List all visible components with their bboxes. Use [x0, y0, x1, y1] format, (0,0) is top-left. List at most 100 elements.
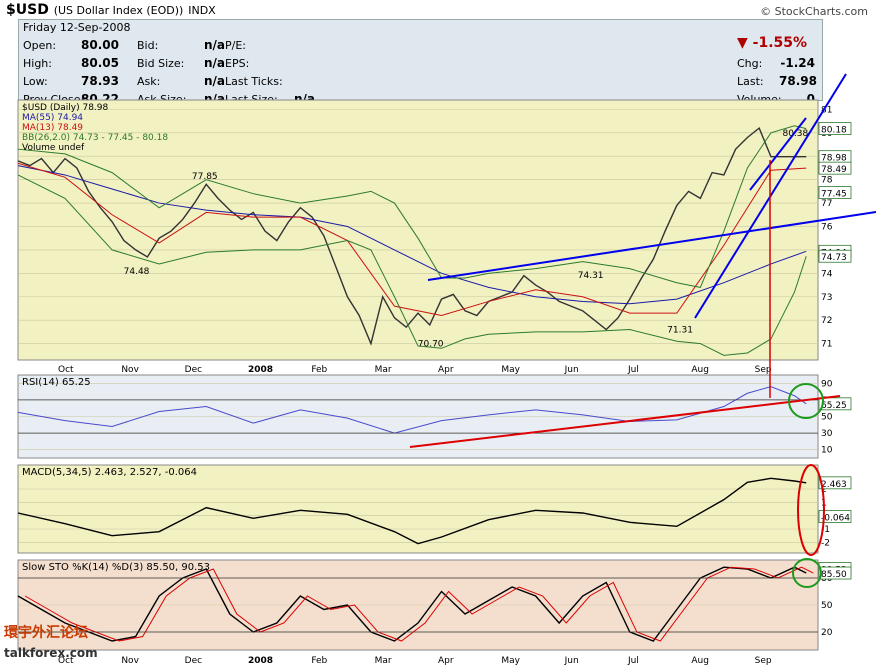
series-line-usd [17, 126, 807, 346]
price-annotation: 77.85 [192, 172, 218, 182]
x-tick-label-bottom: Sep [755, 656, 772, 666]
series-line-rsi [17, 386, 807, 434]
x-tick-label: May [501, 365, 520, 375]
value-tag-label: 2.463 [821, 480, 847, 490]
panel-macd [17, 464, 819, 554]
quote-value: 80.00 [81, 38, 119, 52]
legend-entry: $USD (Daily) 78.98 [22, 103, 109, 113]
quote-label: P/E: [225, 39, 246, 52]
y-tick-label: 50 [821, 601, 833, 611]
y-tick-label: 78 [821, 176, 833, 186]
value-tag-label: -0.064 [821, 514, 850, 524]
quote-label: Bid Size: [137, 57, 185, 70]
x-tick-label-bottom: Nov [121, 656, 139, 666]
value-tag [818, 566, 852, 580]
price-annotation: 70.70 [418, 340, 444, 350]
pct-change: ▼ -1.55% [737, 35, 808, 51]
y-tick-label: 71 [821, 340, 832, 350]
highlight-circle-sto [792, 558, 822, 588]
highlight-ellipse-macd [797, 464, 825, 556]
trendline-rsi [409, 395, 841, 448]
quote-label: Last: [737, 75, 764, 88]
symbol: $USD [6, 2, 49, 18]
x-tick-label: Apr [438, 365, 454, 375]
x-tick-label-bottom: Aug [691, 656, 709, 666]
quote-value: n/a [203, 56, 225, 70]
x-tick-label: Dec [185, 365, 202, 375]
price-annotation: 80.38 [782, 129, 808, 139]
quote-label: EPS: [225, 57, 250, 70]
value-tag [818, 186, 852, 199]
value-tag-label: 78.49 [821, 165, 847, 175]
legend-entry: MA(13) 78.49 [22, 123, 83, 133]
quote-value: 80.05 [81, 56, 119, 70]
x-tick-label-bottom: Dec [185, 656, 202, 666]
x-tick-label: 2008 [248, 365, 273, 375]
legend-entry: BB(26,2.0) 74.73 - 77.45 - 80.18 [22, 133, 168, 143]
quote-label: Ask: [137, 75, 161, 88]
trendline-upper [427, 211, 876, 281]
value-tag-label: 77.45 [821, 190, 847, 200]
quote-value: 78.98 [779, 74, 817, 88]
value-tag [818, 476, 852, 490]
y-tick-label: -1 [821, 525, 830, 535]
value-tag-label: 74.73 [821, 253, 847, 263]
x-tick-label: Oct [58, 365, 74, 375]
series-line-macd [17, 477, 807, 545]
quote-value: 78.93 [81, 74, 119, 88]
value-tag [818, 122, 852, 135]
brand-credit: © StockCharts.com [760, 5, 868, 18]
quote-label: Last Ticks: [225, 75, 283, 88]
y-tick-label: 73 [821, 293, 832, 303]
highlight-circle-rsi [788, 383, 824, 419]
value-tag [818, 510, 852, 523]
y-tick-label: 81 [821, 105, 832, 115]
value-tag [818, 161, 852, 175]
x-tick-label: Mar [375, 365, 392, 375]
y-tick-label: 50 [821, 413, 833, 423]
value-tag-label: 85.50 [821, 570, 847, 580]
quote-value: n/a [203, 38, 225, 52]
y-tick-label: -2 [821, 538, 830, 548]
quote-date: Friday 12-Sep-2008 [23, 21, 131, 34]
value-tag-label: 65.25 [821, 401, 847, 411]
series-line-ma55 [17, 165, 807, 305]
x-tick-label: Jun [564, 365, 579, 375]
x-tick-label-bottom: Jun [564, 656, 579, 666]
price-annotation: 74.48 [124, 267, 150, 277]
legend-entry: RSI(14) 65.25 [22, 377, 91, 388]
quote-label: Open: [23, 39, 57, 52]
x-tick-label-bottom: May [501, 656, 520, 666]
quote-panel: Friday 12-Sep-2008 Open:High:Low:Prev Cl… [18, 19, 823, 106]
quote-label: High: [23, 57, 52, 70]
x-tick-label: Nov [121, 365, 139, 375]
y-tick-label: 2 [821, 485, 827, 495]
y-tick-label: 30 [821, 429, 833, 439]
x-tick-label: Aug [691, 365, 709, 375]
watermark-cn: 環宇外汇论坛 [4, 625, 88, 641]
quote-label: Low: [23, 75, 48, 88]
series-line-pctd [24, 566, 814, 642]
quote-value: -1.24 [780, 56, 815, 70]
quote-label: Chg: [737, 57, 763, 70]
pct-value: -1.55% [752, 35, 808, 51]
x-tick-label-bottom: Feb [311, 656, 327, 666]
legend-entry: MACD(5,34,5) 2.463, 2.527, -0.064 [22, 467, 197, 478]
y-tick-label: 72 [821, 316, 832, 326]
x-tick-label-bottom: Apr [438, 656, 454, 666]
x-tick-label-bottom: Jul [627, 656, 639, 666]
y-tick-label: 74 [821, 269, 833, 279]
trendline-channel-high [749, 117, 807, 191]
price-annotation: 71.31 [667, 325, 693, 335]
quote-value: n/a [203, 74, 225, 88]
quote-label: Bid: [137, 39, 159, 52]
legend-entry: Slow STO %K(14) %D(3) 85.50, 90.53 [22, 562, 210, 573]
y-tick-label: 76 [821, 222, 833, 232]
legend-entry: Volume undef [22, 143, 85, 153]
series-line-ma13 [17, 162, 807, 317]
y-tick-label: 20 [821, 628, 833, 638]
quote-value: 0 [806, 92, 815, 106]
x-tick-label-bottom: Mar [375, 656, 392, 666]
chart-title: $USD (US Dollar Index (EOD)) INDX [6, 2, 216, 18]
